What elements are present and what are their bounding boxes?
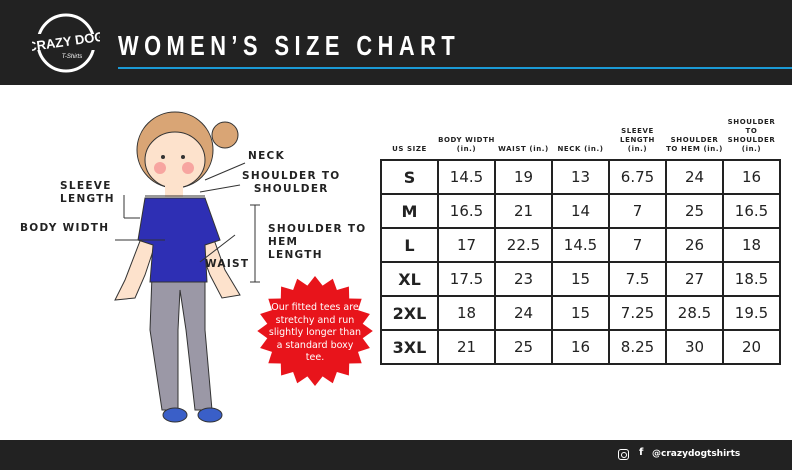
size-cell: 3XL	[380, 329, 439, 365]
facebook-icon[interactable]: f	[639, 447, 644, 458]
table-row: 3XL 21 25 16 8.25 30 20	[380, 329, 781, 365]
value-cell: 24	[494, 295, 553, 331]
title-underline	[118, 67, 792, 69]
value-cell: 26	[665, 227, 724, 263]
table-row: 2XL 18 24 15 7.25 28.5 19.5	[380, 295, 781, 331]
social-handle[interactable]: @crazydogtshirts	[652, 449, 741, 459]
value-cell: 16	[551, 329, 610, 365]
column-header: SHOULDER TO HEM (in.)	[666, 136, 723, 153]
size-table: US SIZE BODY WIDTH (in.) WAIST (in.) NECK (…	[380, 118, 781, 365]
size-cell: L	[380, 227, 439, 263]
value-cell: 15	[551, 295, 610, 331]
header: CRAZY DOG T-Shirts WOMEN’S SIZE CHART	[0, 0, 792, 85]
value-cell: 18	[437, 295, 496, 331]
table-row: XL 17.5 23 15 7.5 27 18.5	[380, 261, 781, 297]
shoulder-to-hem-label: SHOULDER TO HEM LENGTH	[268, 223, 367, 261]
value-cell: 6.75	[608, 159, 667, 195]
column-header: SLEEVE LENGTH (in.)	[620, 127, 655, 153]
size-cell: S	[380, 159, 439, 195]
value-cell: 14.5	[551, 227, 610, 263]
value-cell: 21	[437, 329, 496, 365]
column-header: NECK (in.)	[557, 145, 604, 153]
column-header: US SIZE	[392, 145, 427, 153]
value-cell: 7.25	[608, 295, 667, 331]
column-header: BODY WIDTH (in.)	[438, 136, 495, 153]
value-cell: 17	[437, 227, 496, 263]
value-cell: 7	[608, 193, 667, 229]
value-cell: 19	[494, 159, 553, 195]
table-row: S 14.5 19 13 6.75 24 16	[380, 159, 781, 195]
callout-starburst	[257, 276, 373, 386]
footer: f @crazydogtshirts	[0, 440, 792, 470]
value-cell: 25	[494, 329, 553, 365]
value-cell: 21	[494, 193, 553, 229]
crazy-dog-logo: CRAZY DOG T-Shirts	[32, 13, 100, 73]
callout-text: Our fitted tees are stretchy and run sli…	[268, 302, 362, 363]
column-header: SHOULDER TO SHOULDER (in.)	[727, 118, 776, 153]
value-cell: 7	[608, 227, 667, 263]
instagram-icon[interactable]	[618, 449, 629, 460]
column-header: WAIST (in.)	[498, 145, 549, 153]
sleeve-length-label: SLEEVE LENGTH	[60, 180, 115, 205]
page-title: WOMEN’S SIZE CHART	[118, 30, 461, 61]
value-cell: 28.5	[665, 295, 724, 331]
table-row: L 17 22.5 14.5 7 26 18	[380, 227, 781, 263]
value-cell: 23	[494, 261, 553, 297]
value-cell: 7.5	[608, 261, 667, 297]
value-cell: 16.5	[437, 193, 496, 229]
value-cell: 13	[551, 159, 610, 195]
size-cell: M	[380, 193, 439, 229]
value-cell: 19.5	[722, 295, 781, 331]
value-cell: 15	[551, 261, 610, 297]
value-cell: 27	[665, 261, 724, 297]
value-cell: 24	[665, 159, 724, 195]
value-cell: 18	[722, 227, 781, 263]
value-cell: 22.5	[494, 227, 553, 263]
waist-label: WAIST	[205, 258, 250, 270]
svg-text:T-Shirts: T-Shirts	[62, 54, 82, 60]
svg-text:CRAZY DOG: CRAZY DOG	[32, 29, 100, 55]
value-cell: 8.25	[608, 329, 667, 365]
body-width-label: BODY WIDTH	[20, 222, 110, 234]
value-cell: 25	[665, 193, 724, 229]
value-cell: 14.5	[437, 159, 496, 195]
value-cell: 30	[665, 329, 724, 365]
woman-illustration	[114, 111, 260, 423]
value-cell: 17.5	[437, 261, 496, 297]
neck-label: NECK	[248, 150, 286, 162]
value-cell: 16.5	[722, 193, 781, 229]
value-cell: 20	[722, 329, 781, 365]
shoulder-to-shoulder-label: SHOULDER TO SHOULDER	[242, 170, 341, 195]
value-cell: 16	[722, 159, 781, 195]
table-row: M 16.5 21 14 7 25 16.5	[380, 193, 781, 229]
size-cell: 2XL	[380, 295, 439, 331]
value-cell: 14	[551, 193, 610, 229]
size-cell: XL	[380, 261, 439, 297]
value-cell: 18.5	[722, 261, 781, 297]
